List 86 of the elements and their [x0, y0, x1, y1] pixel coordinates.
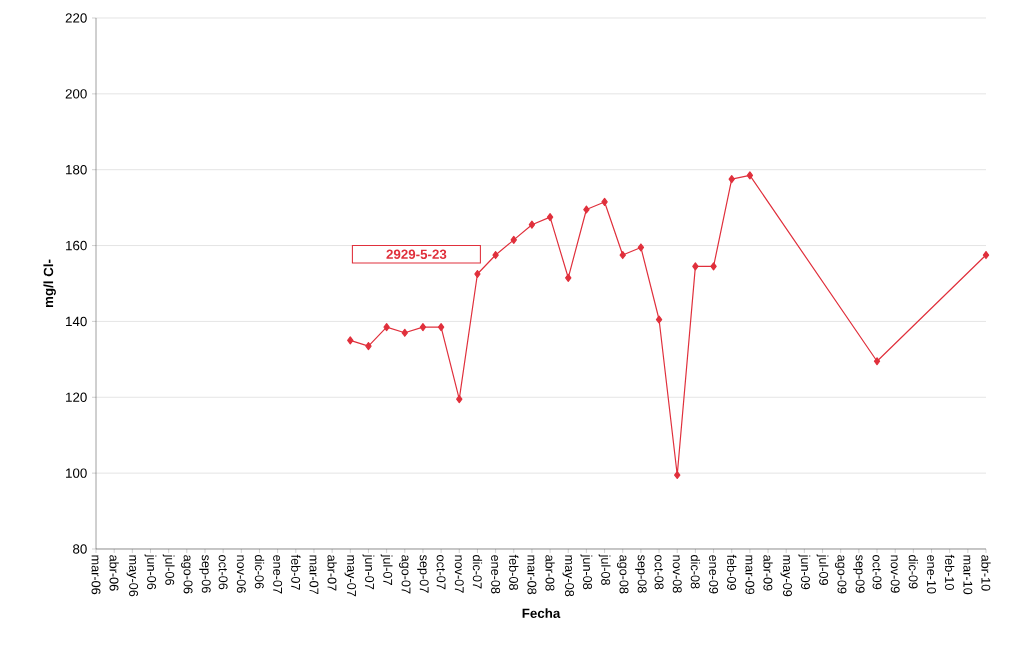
x-tick-label: mar-07: [309, 555, 319, 595]
x-tick-label: feb-10: [945, 554, 955, 590]
x-tick-label: ago-06: [181, 555, 193, 594]
x-tick-label: ago-08: [617, 555, 629, 594]
x-tick-label: feb-08: [509, 554, 519, 590]
point: [710, 262, 717, 271]
x-tick-label: ene-10: [927, 555, 936, 594]
y-tick-label: 200: [65, 89, 87, 99]
x-tick-label: ago-07: [399, 555, 411, 594]
x-tick-label: abr-09: [763, 555, 773, 591]
x-tick-label: mar-06: [91, 555, 101, 595]
point: [365, 342, 372, 351]
x-tick-label: dic-09: [908, 555, 919, 589]
point: [601, 197, 608, 207]
x-tick-label: dic-07: [472, 555, 483, 589]
x-tick-label: jun-08: [580, 554, 593, 590]
x-tick-label: nov-08: [672, 555, 682, 593]
x-tick-label: jul-07: [380, 554, 393, 585]
x-tick-label: ene-08: [491, 555, 501, 594]
point: [873, 357, 881, 366]
x-tick-label: abr-06: [109, 555, 119, 591]
x-axis-title: Fecha: [522, 608, 561, 618]
point: [674, 470, 681, 480]
point: [437, 323, 445, 332]
x-tick-label: jul-08: [598, 554, 611, 586]
x-tick-label: nov-07: [454, 555, 464, 593]
x-tick-label: dic-06: [254, 555, 265, 589]
x-tick-label: ene-09: [709, 555, 719, 594]
y-axis-title: mg/l Cl-: [43, 259, 56, 308]
point: [619, 250, 626, 260]
x-tick-label: may-08: [562, 555, 574, 597]
y-tick-label: 120: [66, 392, 87, 402]
x-tick-label: ene-07: [273, 555, 283, 594]
point: [528, 220, 536, 229]
x-tick-label: nov-09: [890, 555, 900, 593]
point: [492, 250, 499, 260]
x-tick-label: feb-09: [727, 554, 737, 590]
x-tick-label: jul-09: [816, 554, 829, 585]
y-tick-label: 80: [73, 544, 87, 554]
point: [655, 315, 663, 324]
x-tick-label: sep-07: [417, 554, 429, 593]
x-tick-label: mar-08: [527, 555, 537, 595]
point: [746, 171, 754, 180]
x-tick-label: ago-09: [834, 555, 847, 594]
point: [347, 336, 354, 345]
x-tick-label: oct-06: [218, 555, 228, 590]
x-tick-label: jun-07: [362, 554, 375, 590]
point: [637, 243, 645, 252]
y-tick-label: 180: [66, 164, 87, 175]
point: [565, 273, 572, 282]
x-tick-label: may-07: [344, 555, 357, 597]
x-tick-label: dic-08: [690, 555, 701, 589]
x-tick-label: abr-07: [327, 555, 337, 591]
point: [383, 323, 390, 332]
annotation: 2929-5-23: [386, 249, 447, 260]
x-tick-label: oct-08: [654, 555, 664, 590]
y-tick-label: 220: [65, 13, 87, 23]
point: [583, 205, 590, 214]
x-tick-label: sep-08: [635, 554, 647, 593]
point: [510, 235, 517, 244]
x-tick-label: abr-08: [545, 555, 555, 591]
x-tick-label: sep-09: [853, 554, 865, 593]
x-tick-label: may-06: [126, 555, 139, 597]
x-tick-label: jun-09: [798, 554, 811, 590]
point: [419, 323, 427, 332]
x-tick-label: oct-07: [436, 555, 446, 590]
y-tick-label: 100: [66, 468, 87, 478]
x-tick-label: mar-09: [745, 555, 755, 595]
point: [401, 328, 408, 337]
x-tick-label: feb-07: [291, 554, 301, 590]
x-tick-label: jun-06: [144, 554, 157, 590]
x-tick-label: jul-06: [162, 554, 175, 585]
point: [474, 269, 481, 279]
x-tick-label: abr-10: [981, 555, 991, 591]
point: [456, 395, 463, 404]
point: [982, 250, 990, 260]
y-tick-label: 140: [66, 316, 87, 327]
point: [692, 262, 699, 271]
x-tick-label: mar-10: [963, 555, 973, 595]
y-tick-label: 160: [66, 240, 87, 251]
x-tick-label: oct-09: [872, 555, 882, 590]
x-tick-label: may-09: [780, 555, 792, 597]
x-tick-label: sep-06: [199, 554, 211, 593]
x-tick-label: nov-06: [236, 555, 246, 593]
point: [546, 213, 554, 222]
point: [728, 175, 735, 184]
